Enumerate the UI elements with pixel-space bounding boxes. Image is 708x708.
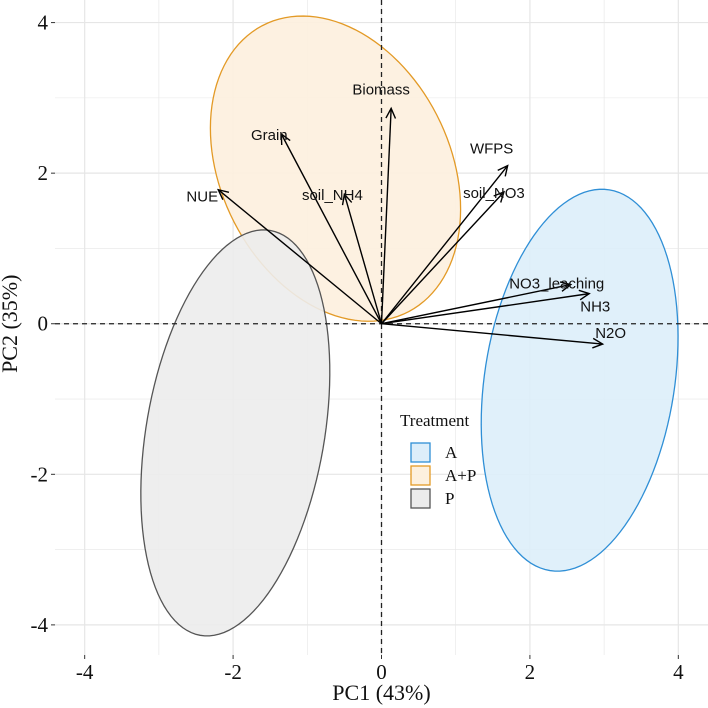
ellipse-layer xyxy=(140,15,679,637)
arrow-nue xyxy=(217,189,382,325)
loading-labels: Biomass Grain soil_NH4 NUE WFPS soil_NO3 NO3_l… xyxy=(186,81,626,342)
label-soil-no3: soil_NO3 xyxy=(463,185,525,202)
label-biomass: Biomass xyxy=(352,81,410,98)
ellipse-a xyxy=(480,188,679,572)
arrowhead-grain xyxy=(280,132,291,146)
arrow-soil-no3 xyxy=(380,191,505,325)
y-axis-ticks: -4 -2 0 2 4 xyxy=(31,11,55,637)
legend-label: A xyxy=(445,443,458,462)
label-nue: NUE xyxy=(186,189,218,206)
legend-label: A+P xyxy=(445,466,476,485)
arrow-no3-leaching xyxy=(381,283,571,325)
legend-title: Treatment xyxy=(400,411,470,430)
arrowhead-biomass xyxy=(385,106,397,119)
arrowhead-n2o xyxy=(592,337,605,349)
y-tick-label: 4 xyxy=(38,11,49,35)
label-wfps: WFPS xyxy=(470,141,513,158)
y-axis-title: PC2 (35%) xyxy=(0,275,22,373)
y-tick-label: 2 xyxy=(38,161,49,185)
label-no3-leaching: NO3_leaching xyxy=(509,276,604,293)
ellipse-p xyxy=(140,229,331,637)
label-n2o: N2O xyxy=(595,325,626,342)
x-tick-label: -2 xyxy=(224,660,242,684)
arrow-n2o xyxy=(381,323,603,345)
x-axis-ticks: -4 -2 0 2 4 xyxy=(76,655,684,684)
arrow-wfps xyxy=(380,165,509,325)
y-tick-label: -4 xyxy=(31,613,49,637)
y-tick-label: 0 xyxy=(38,312,49,336)
legend-swatch xyxy=(410,442,431,463)
arrowhead-no3-leaching xyxy=(559,281,573,292)
legend-swatch xyxy=(410,465,431,486)
arrow-grain xyxy=(280,133,383,325)
x-axis-title: PC1 (43%) xyxy=(332,680,430,705)
arrow-biomass xyxy=(380,108,392,324)
legend-swatch xyxy=(410,488,431,509)
label-nh3: NH3 xyxy=(580,299,610,316)
arrow-nh3 xyxy=(381,292,590,325)
arrow-soil-nh4 xyxy=(343,194,383,324)
arrowhead-nue xyxy=(217,188,230,201)
y-tick-label: -2 xyxy=(31,462,49,486)
arrowhead-soil-nh4 xyxy=(341,192,353,206)
legend: Treatment A A+P P xyxy=(400,411,476,509)
loading-arrows xyxy=(217,106,605,349)
x-tick-label: 0 xyxy=(376,660,387,684)
label-soil-nh4: soil_NH4 xyxy=(302,187,363,204)
arrowhead-nh3 xyxy=(578,289,591,301)
legend-label: P xyxy=(445,489,454,508)
x-tick-label: 4 xyxy=(673,660,684,684)
x-tick-label: 2 xyxy=(525,660,536,684)
label-grain: Grain xyxy=(251,127,288,144)
arrowhead-wfps xyxy=(497,164,509,177)
arrowhead-soil-no3 xyxy=(493,190,506,203)
x-tick-label: -4 xyxy=(76,660,94,684)
